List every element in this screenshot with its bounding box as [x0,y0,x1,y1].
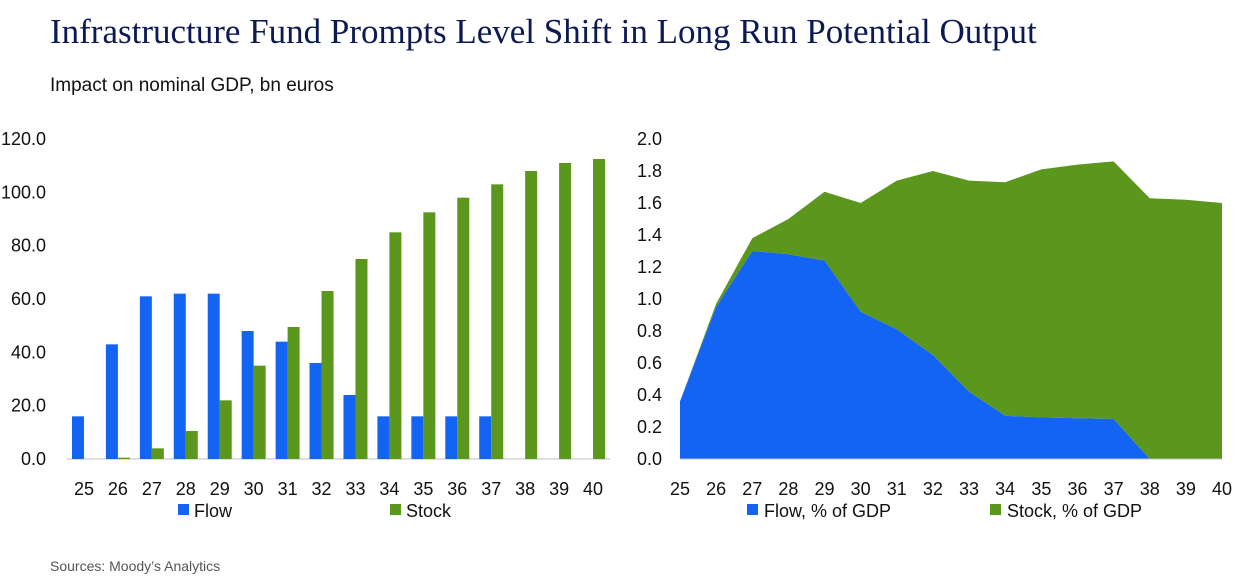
bar-flow-27 [139,296,152,459]
bar-flow-33 [343,395,356,459]
legend-swatch-stock [390,504,401,515]
y-tick-label: 0.4 [637,385,662,405]
y-tick-label: 1.6 [637,193,662,213]
y-tick-label: 1.8 [637,161,662,181]
y-tick-label: 40.0 [11,342,46,362]
source-note: Sources: Moody’s Analytics [50,558,221,574]
bar-stock-26 [117,457,130,459]
bar-stock-28 [185,431,198,459]
bar-flow-32 [309,363,322,459]
bar-stock-38 [525,171,538,459]
x-tick-label: 25 [670,479,690,499]
legend-label-flow-of-gdp: Flow, % of GDP [764,501,891,521]
bar-flow-26 [105,344,118,459]
bar-stock-29 [219,400,232,459]
x-tick-label: 34 [379,479,399,499]
bar-flow-31 [275,341,288,459]
x-tick-label: 27 [142,479,162,499]
y-tick-label: 1.2 [637,257,662,277]
bar-flow-25 [71,416,84,459]
x-tick-label: 29 [815,479,835,499]
bar-flow-35 [411,416,424,459]
x-tick-label: 35 [413,479,433,499]
bar-chart-flow-stock: 0.0 20.0 40.0 60.0 80.0 100.0 120.0 25 26 27 28 29 3… [1,129,610,521]
x-tick-label: 31 [278,479,298,499]
x-tick-label: 38 [515,479,535,499]
area-stock-of-gdp [680,161,1222,459]
y-tick-label: 20.0 [11,396,46,416]
y-tick-label: 80.0 [11,236,46,256]
bar-flow-28 [173,293,186,459]
bar-stock-37 [491,184,504,460]
x-tick-label: 38 [1140,479,1160,499]
x-tick-label: 32 [312,479,332,499]
y-tick-label: 0.0 [637,449,662,469]
x-tick-label: 26 [108,479,128,499]
x-tick-label: 33 [959,479,979,499]
y-tick-label: 60.0 [11,289,46,309]
x-tick-label: 29 [210,479,230,499]
x-tick-label: 37 [1104,479,1124,499]
x-tick-label: 33 [345,479,365,499]
legend-swatch-flow [178,504,189,515]
bar-stock-35 [423,212,436,459]
x-tick-label: 34 [995,479,1015,499]
bar-flow-29 [207,293,220,459]
legend-swatch-flow-of-gdp [747,504,758,515]
legend-label-flow: Flow [194,501,233,521]
bar-stock-31 [287,327,300,459]
y-tick-label: 120.0 [1,129,46,149]
area-flow-of-gdp [680,251,1222,459]
x-tick-label: 39 [1176,479,1196,499]
x-tick-label: 30 [851,479,871,499]
x-tick-label: 28 [778,479,798,499]
legend-label-stock: Stock [406,501,452,521]
bar-flow-37 [479,416,492,459]
legend-swatch-stock-of-gdp [990,504,1001,515]
x-tick-label: 26 [706,479,726,499]
y-tick-label: 1.0 [637,289,662,309]
y-tick-label: 1.4 [637,225,662,245]
area-chart-percent-gdp: 0.0 0.2 0.4 0.6 0.8 1.0 1.2 1.4 1.6 1.8 2.0 25 26 27 2… [637,129,1232,521]
chart-subtitle: Impact on nominal GDP, bn euros [50,75,334,96]
x-tick-label: 28 [176,479,196,499]
y-tick-label: 100.0 [1,182,46,202]
bar-stock-34 [389,232,402,459]
bar-flow-34 [377,416,390,459]
x-tick-label: 40 [1212,479,1232,499]
x-tick-label: 39 [549,479,569,499]
bar-stock-30 [253,365,266,459]
x-tick-label: 30 [244,479,264,499]
x-tick-label: 40 [583,479,603,499]
x-tick-label: 35 [1031,479,1051,499]
x-tick-label: 31 [887,479,907,499]
bar-stock-27 [151,448,164,459]
y-tick-label: 0.8 [637,321,662,341]
legend-label-stock-of-gdp: Stock, % of GDP [1007,501,1142,521]
bar-stock-33 [355,259,368,459]
bar-stock-39 [559,163,572,459]
x-tick-label: 37 [481,479,501,499]
bar-stock-36 [457,197,470,459]
bar-flow-36 [445,416,458,459]
x-tick-label: 36 [1067,479,1087,499]
x-tick-label: 27 [742,479,762,499]
y-tick-label: 0.6 [637,353,662,373]
x-tick-label: 25 [74,479,94,499]
chart-title: Infrastructure Fund Prompts Level Shift … [50,12,1037,51]
bar-flow-30 [241,331,254,459]
bar-stock-40 [593,159,606,459]
x-tick-label: 36 [447,479,467,499]
bar-stock-32 [321,291,334,459]
y-tick-label: 2.0 [637,129,662,149]
x-tick-label: 32 [923,479,943,499]
y-tick-label: 0.2 [637,417,662,437]
y-tick-label: 0.0 [21,449,46,469]
